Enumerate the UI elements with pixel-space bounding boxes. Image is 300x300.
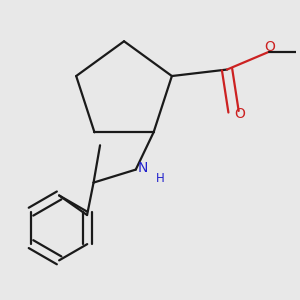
Text: O: O <box>264 40 275 54</box>
Text: H: H <box>156 172 164 185</box>
Text: O: O <box>235 107 245 121</box>
Text: N: N <box>138 161 148 175</box>
